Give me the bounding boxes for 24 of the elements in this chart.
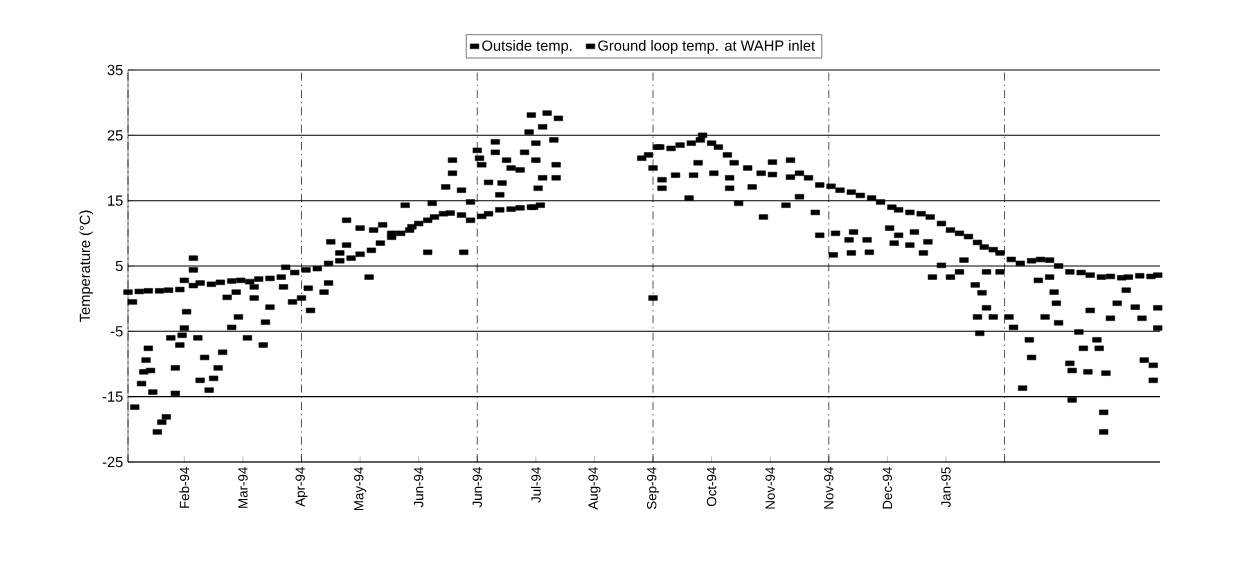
x-tick-label: Nov-94 <box>824 467 834 509</box>
x-tick-label: Oct-94 <box>706 467 717 507</box>
y-tick-label: 35 <box>107 64 123 76</box>
x-tick-label: Jul-94 <box>530 467 541 503</box>
y-tick-label: 15 <box>108 195 123 206</box>
y-axis-title: Temperature (°C) <box>79 210 93 322</box>
x-tick-label: Jun-94 <box>472 467 482 508</box>
x-tick-label: Mar-94 <box>238 467 248 508</box>
y-tick-label: -5 <box>110 326 123 337</box>
x-tick-label: Apr-94 <box>295 467 308 507</box>
x-tick-label: Nov-94 <box>765 467 775 509</box>
y-tick-label: 25 <box>107 130 123 141</box>
y-tick-label: -15 <box>102 391 123 402</box>
y-tick-label: 5 <box>115 260 123 272</box>
x-tick-label: Jan-95 <box>941 467 951 508</box>
legend-label: Outside temp. <box>482 40 572 54</box>
x-tick-label: Aug-94 <box>588 467 601 510</box>
y-tick-label: -25 <box>102 456 123 468</box>
x-tick-label: Sep-94 <box>646 467 660 510</box>
x-tick-label: Feb-94 <box>179 467 190 508</box>
x-tick-label: Jun-94 <box>413 467 424 508</box>
x-tick-label: Dec-94 <box>882 467 893 509</box>
x-tick-label: May-94 <box>354 467 367 511</box>
legend-label: Ground loop temp. at WAHP inlet <box>598 40 815 54</box>
